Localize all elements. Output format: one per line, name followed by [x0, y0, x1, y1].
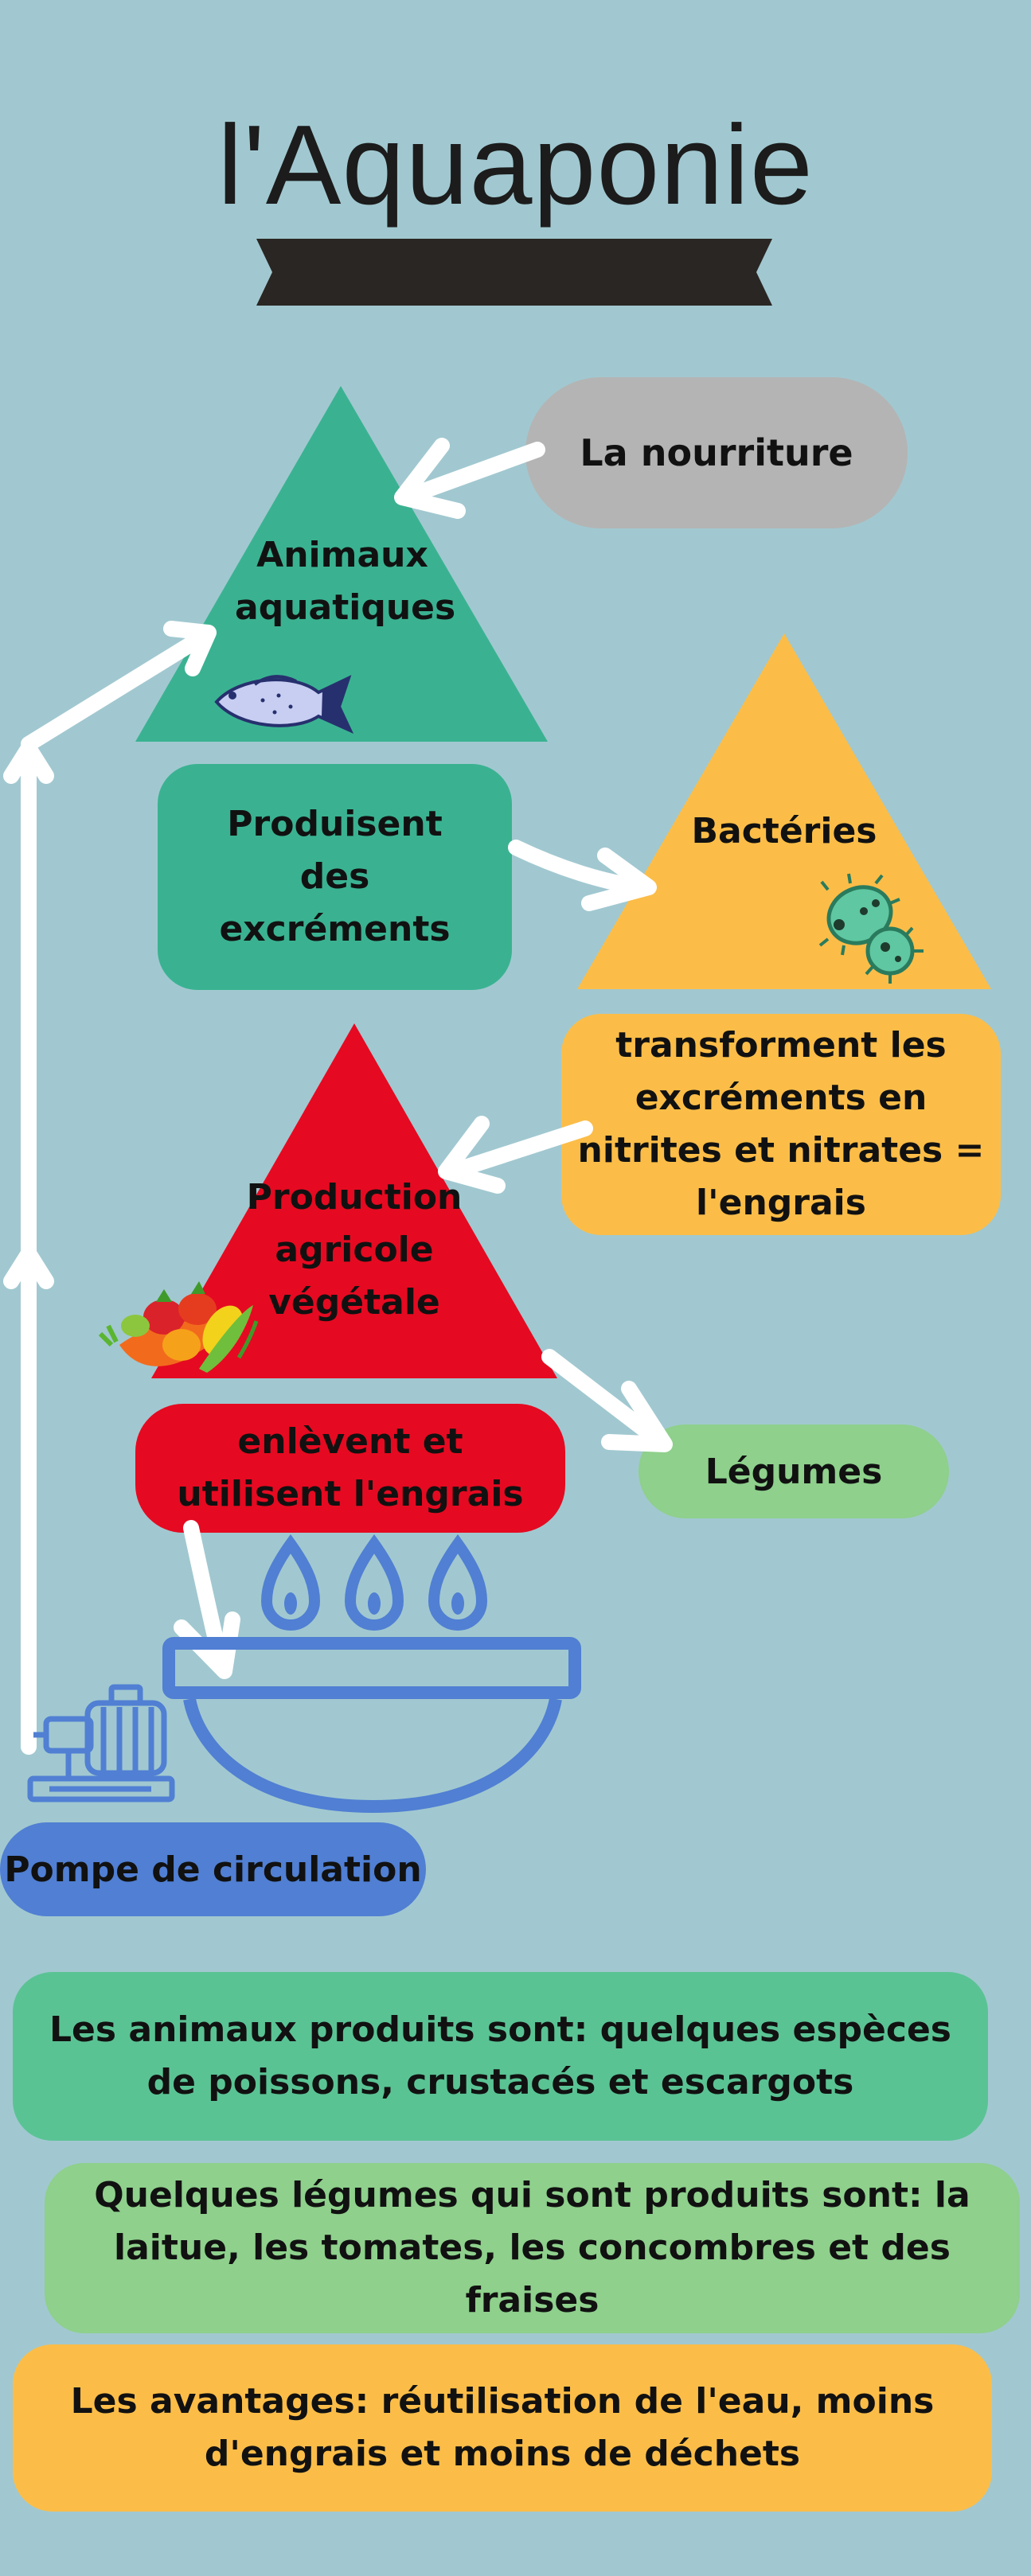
node-transform-label: transforment les excréments en nitrites … — [577, 1025, 985, 1223]
node-aquatic-animals: Animaux aquatiques — [203, 529, 482, 634]
node-excrements: Produisent des excréments — [158, 764, 512, 990]
info-animals: Les animaux produits sont: quelques espè… — [13, 1972, 988, 2141]
fish-icon — [214, 675, 354, 735]
arrow-excrements-to-bacteria — [508, 840, 657, 911]
basin-icon — [162, 1637, 581, 1814]
node-bacteria-label: Bactéries — [691, 811, 877, 852]
node-food: La nourriture — [525, 377, 908, 528]
node-aquatic-animals-label: Animaux aquatiques — [235, 535, 456, 628]
vegetables-icon — [98, 1281, 259, 1373]
info-vegetables: Quelques légumes qui sont produits sont:… — [45, 2163, 1020, 2333]
node-pump: Pompe de circulation — [0, 1822, 426, 1916]
water-drops-inner — [284, 1592, 464, 1615]
node-agri-production-label: Production agricole végétale — [246, 1177, 463, 1323]
arrow-pipe-up — [3, 740, 54, 1755]
node-bacteria: Bactéries — [665, 805, 904, 858]
node-agri-production: Production agricole végétale — [227, 1171, 482, 1329]
water-drops-icon — [260, 1534, 488, 1631]
info-vegetables-text: Quelques légumes qui sont produits sont:… — [94, 2175, 970, 2321]
node-transform: transforment les excréments en nitrites … — [561, 1014, 1001, 1235]
info-advantages: Les avantages: réutilisation de l'eau, m… — [13, 2344, 992, 2512]
node-food-label: La nourriture — [580, 431, 853, 474]
arrow-transform-to-agriculture — [438, 1116, 593, 1194]
info-animals-text: Les animaux produits sont: quelques espè… — [49, 2009, 951, 2102]
page-title: l'Aquaponie — [217, 102, 814, 228]
node-vegetables-label: Légumes — [705, 1451, 883, 1492]
arrow-pipe-to-animals — [21, 621, 217, 752]
arrow-agriculture-to-vegetables — [541, 1349, 673, 1452]
node-remove-use: enlèvent et utilisent l'engrais — [135, 1404, 565, 1533]
pump-icon — [27, 1684, 175, 1802]
bacteria-icon — [818, 873, 924, 984]
triangle-aquatic-animals — [135, 386, 548, 742]
node-vegetables: Légumes — [639, 1424, 949, 1518]
triangle-agriculture — [151, 1023, 557, 1378]
title-banner — [256, 239, 772, 306]
arrow-food-to-animals — [394, 438, 545, 519]
info-advantages-text: Les avantages: réutilisation de l'eau, m… — [70, 2381, 935, 2474]
node-remove-use-label: enlèvent et utilisent l'engrais — [177, 1421, 524, 1514]
node-pump-label: Pompe de circulation — [4, 1849, 422, 1890]
node-excrements-label: Produisent des excréments — [219, 804, 451, 949]
